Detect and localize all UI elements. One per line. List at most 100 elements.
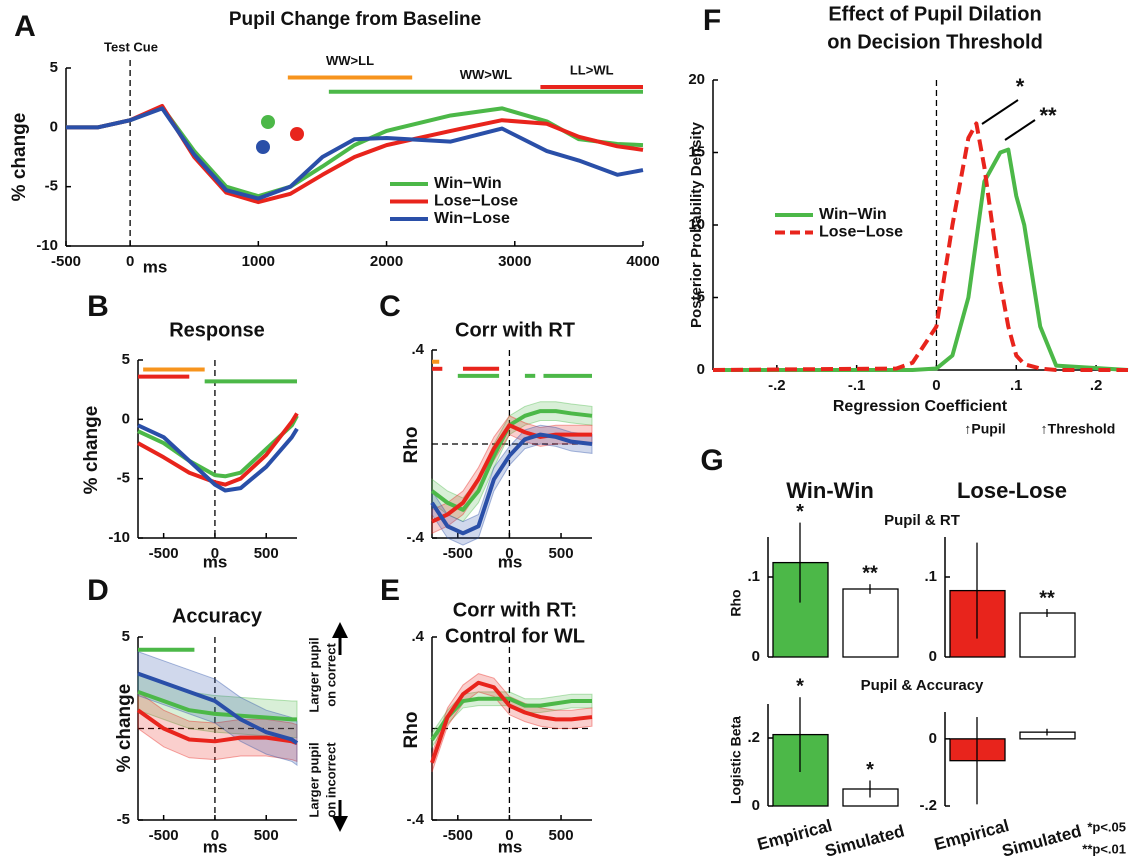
series-line [137,423,299,493]
x-tick-label: .2 [1090,377,1103,394]
sig-dot [256,140,270,154]
y-axis-label: Rho [401,427,422,464]
panel-letter: F [703,4,721,37]
series-line [136,708,298,746]
x-tick-label: Simulated [1000,821,1083,859]
series-line [137,412,299,487]
series-line [66,106,644,201]
x-axis-label: ms [203,837,228,856]
pointer [1004,119,1036,141]
y-tick-label: .4 [411,628,424,645]
panel-letter: D [87,574,109,607]
chart-title: on Decision Threshold [827,31,1043,53]
chart-title: Accuracy [172,605,263,627]
panel-letter: B [87,290,109,323]
footnote: **p<.01 [1082,841,1126,856]
y-axis-label: Posterior Probability Density [688,121,705,328]
y-tick-label: 0 [50,118,58,135]
x-tick-label: Empirical [755,816,834,854]
x-tick-label: -500 [443,827,473,844]
x-tick-label: -500 [149,545,179,562]
legend-label: Win−Win [819,206,887,223]
y-tick-label: 0 [752,797,760,814]
x-tick-label: .1 [1010,377,1023,394]
panel-letter: E [380,574,400,607]
ci-band [431,673,593,773]
y-axis-label: Rho [401,712,422,749]
y-tick-label: 10 [688,216,705,233]
y-axis-label: % change [114,684,135,773]
legend-label: Win−Lose [434,210,510,227]
series-line [137,671,299,745]
annotation: ↑Threshold [1041,421,1116,437]
footnote: *p<.05 [1087,819,1126,834]
chart-title: Pupil Change from Baseline [229,9,481,30]
x-tick-label: 0 [505,545,513,562]
panel-letter: A [14,10,36,43]
annotation: Larger pupil [306,742,321,817]
arrow-head [332,816,348,832]
chart-title: Corr with RT: [453,599,577,621]
series-line [713,147,1129,372]
y-tick-label: -.2 [919,797,937,814]
x-axis-label: ms [203,552,228,571]
y-axis-label: % change [9,113,30,202]
series-line [137,690,297,722]
x-tick-label: Empirical [932,816,1011,854]
x-tick-label: 2000 [370,253,403,270]
series-line [66,105,644,199]
x-tick-label: 0 [211,545,219,562]
x-tick-label: -500 [149,827,179,844]
row-title: Pupil & Accuracy [861,677,984,694]
y-tick-label: .2 [747,729,760,746]
x-tick-label: 500 [254,827,279,844]
column-title: Win-Win [786,478,874,503]
x-tick-label: 500 [549,545,574,562]
x-tick-label: 0 [505,827,513,844]
panel-letter: G [700,444,723,477]
x-tick-label: 1000 [242,253,275,270]
chart-title: Corr with RT [455,319,575,341]
series-line [430,680,593,764]
x-tick-label: 500 [549,827,574,844]
annotation: ↑Pupil [964,421,1005,437]
x-axis-label: ms [498,837,523,856]
annotation: * [1016,74,1025,99]
pointer [981,99,1019,125]
y-axis-label: Logistic Beta [728,716,744,804]
series-line [431,423,592,524]
star: ** [1039,587,1055,609]
bar [842,588,899,658]
row-title: Pupil & RT [884,512,960,529]
x-tick-label: -.2 [768,377,786,394]
series-line [712,121,1128,372]
y-tick-label: 0 [752,648,760,665]
y-tick-label: -10 [108,529,130,546]
y-tick-label: 0 [122,410,130,427]
y-tick-label: 0 [929,730,937,747]
star: * [866,759,874,781]
series-line [430,432,593,536]
y-tick-label: .4 [411,341,424,358]
annotation: ** [1039,103,1057,128]
y-tick-label: -5 [45,178,58,195]
y-tick-label: -.4 [406,529,424,546]
bar [1019,612,1076,658]
star: * [796,675,804,697]
sig-label: WW>LL [326,53,374,68]
y-tick-label: -10 [36,237,58,254]
star: ** [862,562,878,584]
y-tick-label: 5 [122,628,130,645]
x-axis-label: ms [498,552,523,571]
y-tick-label: 0 [929,648,937,665]
x-axis-label: ms [143,257,168,276]
chart-title: Response [169,319,265,341]
x-tick-label: 0 [126,253,134,270]
x-tick-label: -500 [443,545,473,562]
y-axis-label: % change [81,406,102,495]
column-title: Lose-Lose [957,478,1067,503]
ci-band [137,690,298,763]
chart-title: Effect of Pupil Dilation [828,3,1041,25]
y-tick-label: -5 [117,811,130,828]
